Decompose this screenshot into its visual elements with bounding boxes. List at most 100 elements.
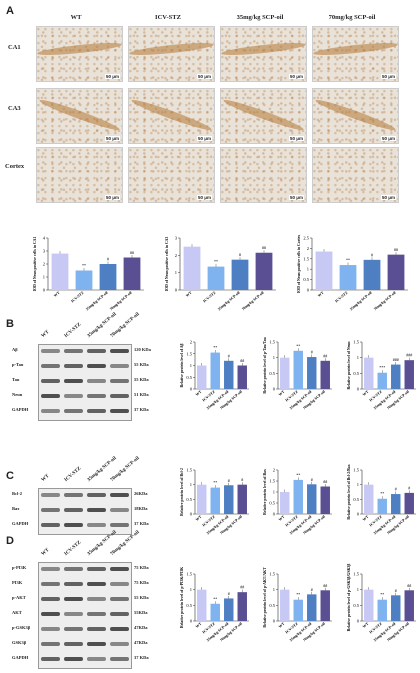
blot-band (87, 626, 106, 631)
y-tick-label: 2 (175, 253, 177, 258)
y-tick-label: 0.5 (186, 497, 192, 502)
significance-label: ** (346, 258, 350, 263)
protein-label: p-AKT (12, 595, 26, 600)
bar (377, 599, 387, 621)
bar (307, 357, 317, 389)
blot-band (41, 566, 60, 571)
y-tick-label: 1.5 (186, 572, 192, 577)
blot-band (41, 641, 60, 646)
blot-band (41, 408, 60, 413)
bar (377, 372, 387, 389)
scale-bar-label: 50 μm (104, 195, 120, 200)
lane-label: ICV-STZ (63, 466, 83, 483)
significance-label: # (395, 487, 397, 492)
protein-label: GAPDH (12, 407, 29, 412)
scale-bar-label: 50 μm (196, 74, 212, 79)
y-tick-label: 1 (357, 355, 359, 360)
blot-band (41, 378, 60, 383)
row-header-cortex: Cortex (5, 163, 25, 170)
protein-label: Bax (12, 506, 20, 511)
bar (224, 485, 234, 514)
blot-band (64, 363, 83, 368)
blot-band (87, 492, 106, 497)
y-tick-label: 0.5 (269, 371, 275, 376)
y-tick-label: 1.5 (353, 572, 359, 577)
y-tick-label: 1 (307, 267, 309, 272)
blot-band (41, 363, 60, 368)
col-header-35mg: 35mg/kg SCP-oil (236, 14, 284, 21)
y-axis-label: Relative protein level of Bcl-2/Bax (347, 464, 351, 519)
bar (387, 254, 405, 290)
significance-label: *** (379, 365, 385, 370)
significance-label: ** (82, 263, 86, 268)
blot-band (41, 507, 60, 512)
significance-label: # (311, 477, 313, 482)
blot-band (41, 611, 60, 616)
y-tick-label: 2 (307, 246, 309, 251)
blot-image (38, 488, 132, 535)
blot-band (110, 566, 129, 571)
bar (210, 487, 220, 514)
bar-chart-a1: 0 1 2 3 4 IOD of Neun positive cells in CA1 WT… (33, 236, 144, 311)
significance-label: ** (296, 472, 300, 477)
bar (307, 484, 317, 514)
y-axis-label: Relative protein level of p-GSK3β/GSK3β (347, 564, 351, 632)
kda-label: 18KDa (134, 506, 148, 511)
y-axis-label: IOD of Neun positive cells in Cortex (297, 235, 301, 294)
bar (307, 594, 317, 621)
protein-label: p-GSK3β (12, 625, 31, 630)
y-tick-label: 1 (357, 482, 359, 487)
micrograph-cortex-2: 50 μm (128, 147, 215, 203)
category-label: 70mg/kg SCP-oil (373, 291, 397, 312)
blot-row (39, 390, 131, 401)
blot-band (64, 611, 83, 616)
bar (183, 246, 201, 290)
kda-label: 75 KDa (134, 580, 149, 585)
y-tick-label: 0.5 (186, 375, 192, 380)
kda-label: 55 KDa (134, 362, 149, 367)
y-tick-label: 1 (357, 587, 359, 592)
blot-band (41, 656, 60, 661)
category-label: WT (317, 290, 325, 297)
category-label: ICV-STZ (334, 290, 349, 303)
blot-band (64, 378, 83, 383)
blot-band (64, 348, 83, 353)
bar (320, 360, 330, 389)
blot-band (87, 566, 106, 571)
y-tick-label: 2 (43, 262, 45, 267)
bar (377, 498, 387, 514)
micrograph-ca3-3: 50 μm (220, 88, 307, 144)
significance-label: ## (323, 479, 327, 484)
protein-label: GAPDH (12, 655, 29, 660)
bar-chart-a2: 0 1 2 3 IOD of Neun positive cells in CA3 WT *… (165, 236, 276, 312)
significance-label: # (228, 591, 230, 596)
protein-label: Bcl-2 (12, 491, 22, 496)
scale-bar-label: 50 μm (288, 195, 304, 200)
y-tick-label: 0 (175, 288, 178, 293)
y-tick-label: 0 (357, 387, 360, 392)
blot-band (41, 348, 60, 353)
blot-band (110, 641, 129, 646)
bar (404, 590, 414, 621)
bar (320, 486, 330, 514)
category-label: 35mg/kg SCP-oil (217, 291, 241, 312)
blot-row (39, 360, 131, 371)
significance-label: # (311, 350, 313, 355)
kda-label: 26KDa (134, 491, 148, 496)
y-tick-label: 1 (43, 275, 45, 280)
y-tick-label: 1.5 (353, 468, 359, 473)
significance-label: ** (296, 343, 300, 348)
kda-label: 51 KDa (134, 392, 149, 397)
y-tick-label: 3 (175, 236, 178, 241)
scale-bar-label: 50 μm (104, 136, 120, 141)
bar (364, 484, 374, 514)
blot-band (110, 507, 129, 512)
blot-band (41, 492, 60, 497)
micrograph-ca1-4: 50 μm (312, 26, 399, 82)
scale-bar-label: 50 μm (380, 74, 396, 79)
blot-row (39, 345, 131, 356)
y-axis-label: Relative protein level of p-PI3K/PI3K (180, 567, 184, 628)
significance-label: ## (262, 245, 266, 250)
